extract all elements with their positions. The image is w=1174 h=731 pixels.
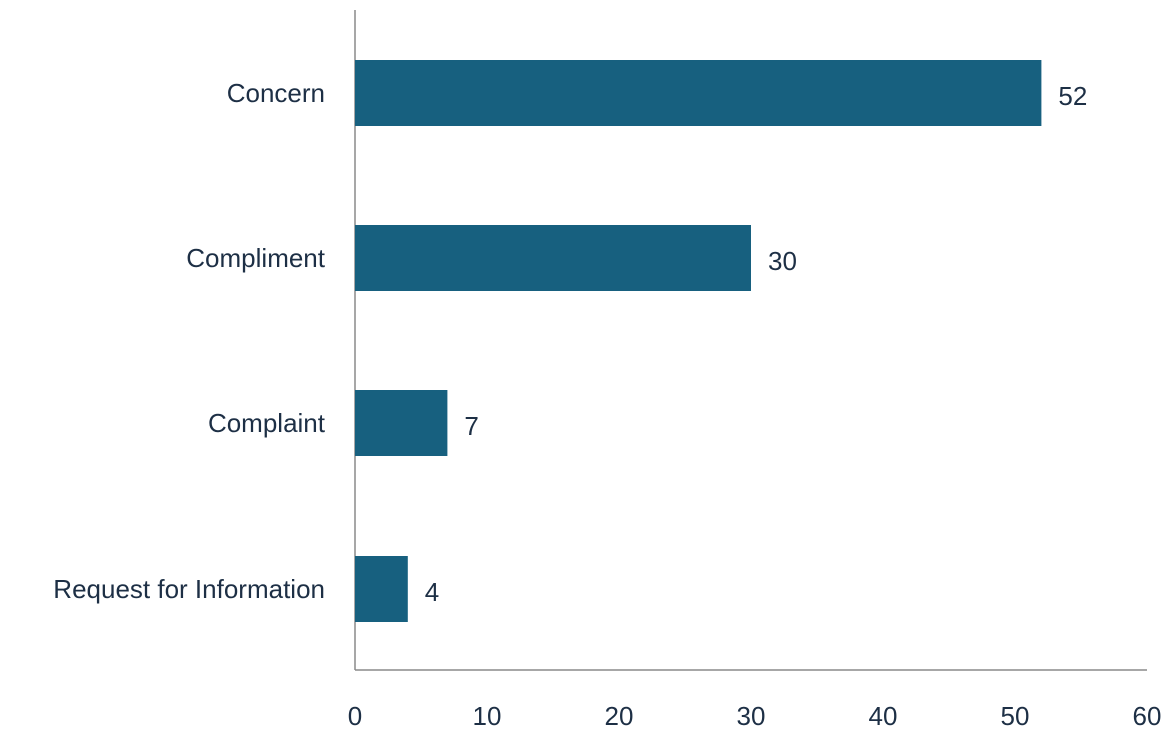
bars (355, 60, 1042, 622)
data-label: 30 (768, 246, 797, 276)
x-tick-label: 60 (1133, 701, 1162, 731)
data-label: 52 (1058, 81, 1087, 111)
data-label: 4 (425, 577, 439, 607)
category-label: Concern (227, 78, 325, 108)
data-labels: 52 30 7 4 (425, 81, 1088, 607)
category-label: Compliment (186, 243, 325, 273)
bar-complaint (355, 390, 448, 456)
data-label: 7 (464, 411, 478, 441)
category-labels: Concern Compliment Complaint Request for In… (53, 78, 325, 604)
x-tick-label: 30 (737, 701, 766, 731)
bar-request-for-information (355, 556, 408, 622)
category-label: Request for Information (53, 574, 325, 604)
x-tick-label: 40 (869, 701, 898, 731)
x-tick-label: 10 (473, 701, 502, 731)
x-tick-label: 50 (1001, 701, 1030, 731)
bar-compliment (355, 225, 751, 291)
category-label: Complaint (208, 408, 326, 438)
bar-concern (355, 60, 1042, 126)
x-tick-label: 0 (348, 701, 362, 731)
x-tick-labels: 0 10 20 30 40 50 60 (348, 701, 1162, 731)
x-tick-label: 20 (605, 701, 634, 731)
